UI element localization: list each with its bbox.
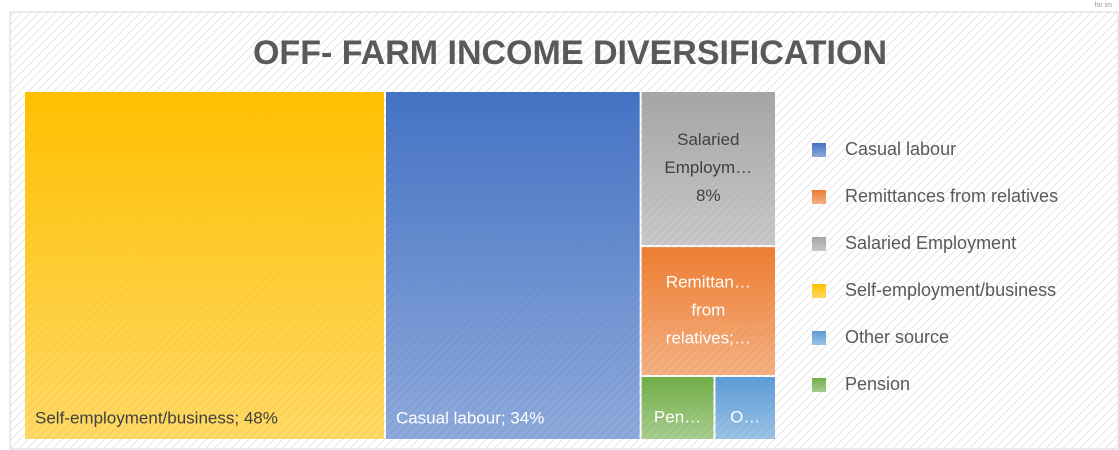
data-label: Casual labour; 34% (396, 408, 544, 427)
data-label: 8% (696, 186, 721, 205)
legend-swatch (812, 143, 826, 157)
chart-title: OFF- FARM INCOME DIVERSIFICATION (253, 34, 887, 72)
legend-label: Salaried Employment (845, 233, 1016, 253)
legend-swatch (812, 331, 826, 345)
treemap-tile (25, 92, 384, 439)
legend-label: Remittances from relatives (845, 186, 1058, 206)
data-label: Self-employment/business; 48% (35, 408, 278, 427)
data-label: Pen… (654, 407, 701, 426)
legend-label: Pension (845, 374, 910, 394)
legend-swatch (812, 190, 826, 204)
data-label: Employm… (664, 158, 752, 177)
treemap-tile (641, 92, 775, 246)
legend-swatch (812, 237, 826, 251)
treemap-tile (715, 377, 775, 439)
legend-label: Self-employment/business (845, 280, 1056, 300)
legend-label: Other source (845, 327, 949, 347)
data-label: relatives;… (666, 329, 751, 348)
data-label: Remittan… (666, 273, 751, 292)
treemap-tile (641, 377, 714, 439)
corner-note: for im (1095, 2, 1113, 9)
data-label: Salaried (677, 130, 739, 149)
data-label: from (691, 301, 725, 320)
treemap-tile (385, 92, 640, 439)
legend-swatch (812, 378, 826, 392)
legend-label: Casual labour (845, 139, 956, 159)
legend-swatch (812, 284, 826, 298)
treemap-tile (641, 247, 775, 376)
data-label: O… (730, 407, 760, 426)
